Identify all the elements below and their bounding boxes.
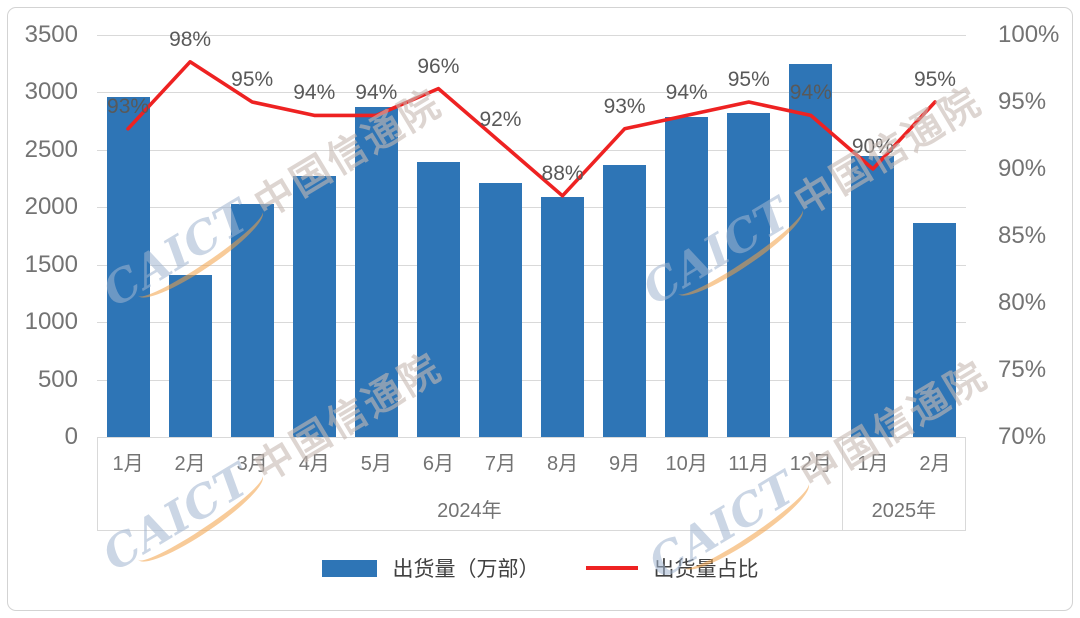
percent-data-label: 95% [727,68,770,91]
percent-data-label: 94% [789,81,832,105]
gridline [97,207,966,209]
bar-4月-3 [292,176,336,437]
legend-line-swatch [585,566,638,570]
bar-7月-6 [478,182,522,437]
x-axis-month-label: 3月 [236,453,268,475]
year-group-divider [841,437,843,531]
bar-2月-1 [168,275,212,437]
y-axis-right-tick: 70% [998,423,1047,450]
y-axis-left-tick: 2000 [24,193,78,221]
y-axis-left-tick: 0 [64,423,78,450]
legend-bar-label: 出货量（万部） [392,558,540,581]
y-axis-left-tick: 3500 [24,21,78,48]
gridline [97,379,966,381]
x-axis-month-label: 7月 [484,453,517,475]
percent-data-label: 95% [913,68,956,91]
gridline [97,92,966,94]
x-axis-month-label: 1月 [112,453,144,475]
percent-data-label: 92% [479,108,522,132]
gridline [97,322,966,324]
x-axis-month-label: 12月 [789,453,832,475]
percent-data-label: 93% [107,94,150,118]
percent-data-label: 93% [603,94,646,118]
y-axis-right-tick: 100% [998,21,1060,48]
gridline [97,264,966,266]
percent-data-label: 94% [355,81,398,105]
percent-data-label: 96% [417,54,460,78]
x-axis-month-label: 6月 [422,453,454,475]
y-axis-left-tick: 2500 [24,135,78,163]
percent-data-label: 94% [293,81,336,105]
gridline [97,35,966,36]
bar-10月-9 [665,116,709,437]
bar-1月-0 [106,97,150,437]
bar-11月-10 [727,113,771,437]
bar-5月-4 [354,107,398,437]
bar-12月-11 [789,63,833,437]
x-axis-month-label: 2月 [174,453,206,475]
legend-bar-swatch [321,559,377,577]
x-axis-month-label: 9月 [609,453,641,475]
bar-3月-2 [230,204,274,437]
percent-data-label: 88% [541,161,584,185]
category-axis-box [97,437,966,531]
percent-data-label: 98% [169,27,212,51]
y-axis-left-tick: 1000 [24,308,78,336]
year-label: 2025年 [871,500,937,522]
legend: 出货量（万部） 出货量占比 [0,553,1080,583]
legend-line-label: 出货量占比 [653,558,759,581]
gridline [97,149,966,151]
x-axis-month-label: 11月 [728,453,770,475]
x-axis-month-label: 1月 [857,453,889,475]
bar-6月-5 [416,161,460,437]
bar-1月-12 [851,155,895,437]
y-axis-left-tick: 3000 [24,78,78,106]
figure-border [7,7,1073,611]
x-axis-month-label: 5月 [360,453,392,475]
y-axis-left-tick: 1500 [24,250,78,278]
bar-2月-13 [913,223,957,437]
y-axis-right-tick: 80% [998,289,1047,316]
x-axis-month-label: 10月 [665,453,708,475]
y-axis-right-tick: 75% [998,356,1047,383]
bar-8月-7 [541,196,585,437]
year-label: 2024年 [437,500,502,522]
percent-data-label: 90% [851,135,894,158]
x-axis-month-label: 4月 [298,453,330,475]
y-axis-left-tick: 500 [37,365,78,393]
x-axis-month-label: 8月 [546,453,579,475]
y-axis-right-tick: 85% [998,222,1047,249]
percent-data-label: 94% [665,81,708,105]
y-axis-right-tick: 90% [998,155,1047,182]
x-axis-month-label: 2月 [919,453,951,475]
percent-data-label: 95% [231,68,274,91]
y-axis-right-tick: 95% [998,88,1047,115]
bar-9月-8 [603,164,647,437]
